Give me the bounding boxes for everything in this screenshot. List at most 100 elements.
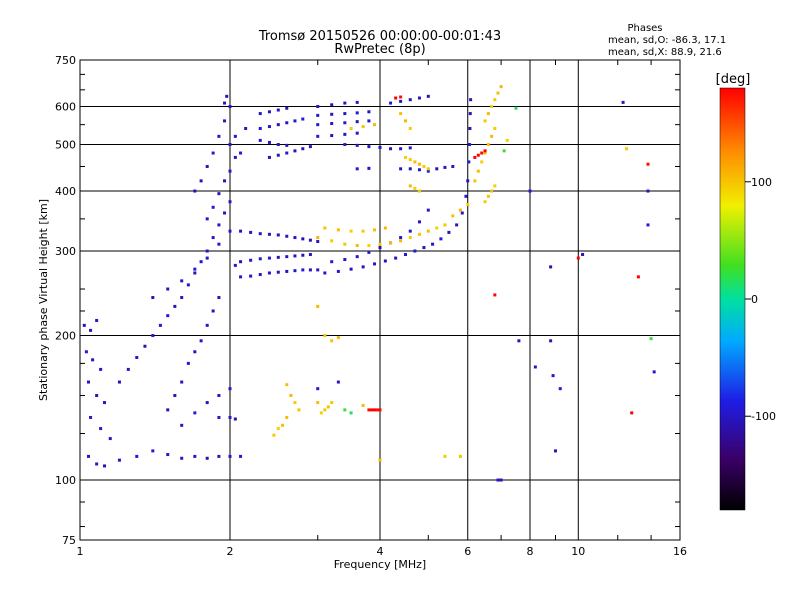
x-tick-label: 1 — [77, 545, 84, 558]
data-point — [458, 208, 462, 212]
data-point — [267, 125, 271, 129]
data-point — [293, 119, 297, 123]
data-point — [426, 208, 430, 212]
data-point — [223, 211, 227, 215]
data-point — [217, 296, 221, 300]
data-point — [426, 229, 430, 233]
data-point — [285, 255, 289, 259]
data-point — [301, 237, 305, 241]
data-point — [646, 162, 650, 166]
data-point — [408, 236, 412, 240]
data-point — [316, 268, 320, 272]
data-point — [375, 408, 379, 412]
data-point — [301, 253, 305, 257]
data-point — [473, 179, 477, 183]
data-point — [180, 296, 184, 300]
chart-subtitle: RwPretec (8p) — [334, 42, 425, 57]
data-point — [367, 110, 371, 114]
data-point — [319, 411, 323, 415]
data-point — [408, 167, 412, 171]
data-point — [383, 259, 387, 263]
data-point — [355, 167, 359, 171]
data-point — [483, 119, 487, 123]
data-point — [316, 387, 320, 391]
data-point — [228, 415, 232, 419]
data-point — [276, 123, 280, 127]
data-point — [267, 140, 271, 144]
data-point — [373, 123, 377, 127]
data-point — [373, 262, 377, 266]
data-point — [378, 246, 382, 250]
data-point — [143, 344, 147, 348]
data-point — [355, 131, 359, 135]
data-point — [103, 464, 107, 468]
data-point — [211, 151, 215, 155]
data-point — [413, 160, 417, 164]
data-point — [239, 260, 243, 264]
data-point — [228, 105, 232, 109]
data-point — [180, 423, 184, 427]
data-point — [301, 117, 305, 121]
data-point — [533, 365, 537, 369]
data-point — [293, 401, 297, 405]
data-point — [496, 91, 500, 95]
data-point — [316, 134, 320, 138]
data-point — [486, 143, 490, 147]
data-point — [458, 454, 462, 458]
data-point — [239, 275, 243, 279]
data-point — [480, 151, 484, 155]
data-point — [244, 126, 248, 130]
data-point — [343, 121, 347, 125]
data-point — [399, 112, 403, 116]
data-point — [228, 200, 232, 204]
data-point — [343, 143, 347, 147]
data-point — [394, 96, 398, 100]
data-point — [249, 274, 253, 278]
data-point — [82, 323, 86, 327]
data-point — [493, 126, 497, 130]
data-point — [267, 232, 271, 236]
data-point — [281, 423, 285, 427]
data-point — [473, 155, 477, 159]
data-point — [649, 337, 653, 341]
data-point — [276, 270, 280, 274]
data-point — [301, 268, 305, 272]
data-point — [349, 267, 353, 271]
data-point — [343, 408, 347, 412]
data-point — [326, 405, 330, 409]
data-point — [117, 458, 121, 462]
data-point — [466, 179, 470, 183]
data-point — [349, 229, 353, 233]
data-point — [581, 253, 585, 257]
data-point — [293, 149, 297, 153]
data-point — [173, 304, 177, 308]
data-point — [258, 273, 262, 277]
data-point — [558, 387, 562, 391]
data-point — [272, 433, 276, 437]
data-point — [323, 271, 327, 275]
data-point — [464, 194, 468, 198]
data-point — [330, 339, 334, 343]
data-point — [355, 100, 359, 104]
data-point — [480, 160, 484, 164]
data-point — [316, 113, 320, 117]
data-point — [217, 192, 221, 196]
y-tick-label: 100 — [55, 474, 76, 487]
data-point — [355, 111, 359, 115]
data-point — [258, 112, 262, 116]
data-point — [228, 454, 232, 458]
data-point — [435, 167, 439, 171]
data-point — [217, 394, 221, 398]
data-point — [223, 179, 227, 183]
data-point — [297, 408, 301, 412]
data-point — [355, 120, 359, 124]
y-tick-label: 600 — [55, 101, 76, 114]
data-point — [502, 149, 506, 153]
data-point — [180, 456, 184, 460]
data-point — [417, 232, 421, 236]
data-point — [499, 85, 503, 89]
data-point — [323, 334, 327, 338]
data-point — [636, 275, 640, 279]
data-point — [217, 223, 221, 227]
data-point — [417, 220, 421, 224]
